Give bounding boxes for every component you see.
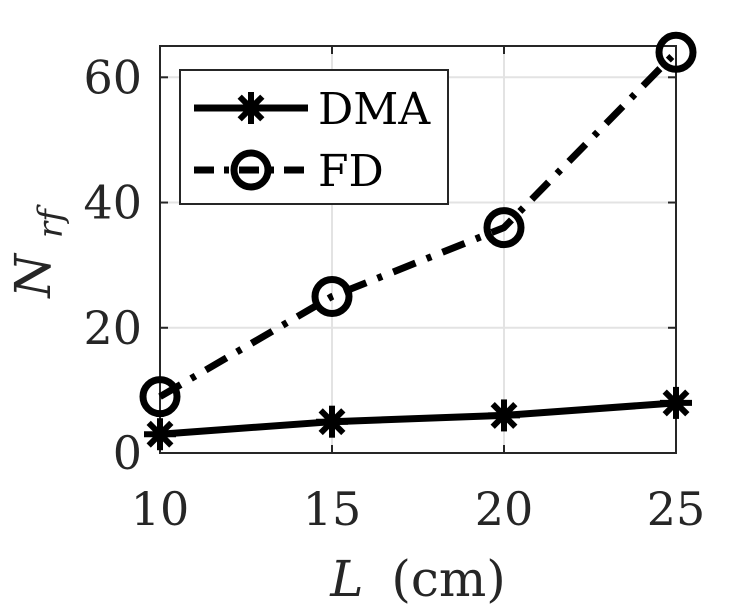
y-axis-subscript: rf — [31, 204, 71, 238]
y-tick-label: 40 — [83, 176, 142, 230]
data-point-circle — [230, 149, 272, 191]
series — [139, 31, 697, 451]
y-tick-label: 60 — [83, 50, 142, 104]
legend-label: FD — [318, 146, 384, 197]
plot-frame — [159, 45, 677, 454]
x-tick-label: 10 — [131, 482, 190, 536]
x-tick-label: 20 — [475, 482, 534, 536]
data-point-circle — [483, 207, 525, 249]
legend-box — [179, 69, 449, 205]
x-tick-label: 15 — [303, 482, 362, 536]
legend-label: DMA — [318, 84, 431, 135]
y-tick-label: 0 — [113, 426, 142, 480]
y-tick-label: 20 — [83, 301, 142, 355]
series-fd — [139, 31, 697, 418]
data-point-circle — [311, 275, 353, 317]
legend: DMA FD — [179, 69, 449, 205]
x-axis-title: L (cm) — [329, 550, 506, 608]
data-point-circle — [139, 376, 181, 418]
series-line — [159, 399, 677, 438]
axis-ticks: 10 15 20 25 0 20 40 60 — [83, 46, 705, 536]
data-point-asterisk — [660, 386, 692, 419]
y-axis-title: N rf — [4, 204, 71, 299]
x-axis-variable: L — [329, 550, 363, 608]
data-point-circle — [655, 31, 697, 73]
y-axis-variable: N — [4, 252, 62, 299]
x-axis-unit: (cm) — [391, 550, 505, 608]
legend-entry-fd: FD — [194, 146, 384, 197]
data-point-asterisk — [316, 405, 348, 438]
data-point-asterisk — [144, 418, 176, 451]
x-tick-label: 25 — [647, 482, 706, 536]
data-point-asterisk — [488, 399, 520, 432]
series-dma — [144, 386, 692, 451]
legend-entry-dma: DMA — [194, 84, 431, 135]
data-point-asterisk — [235, 92, 267, 124]
